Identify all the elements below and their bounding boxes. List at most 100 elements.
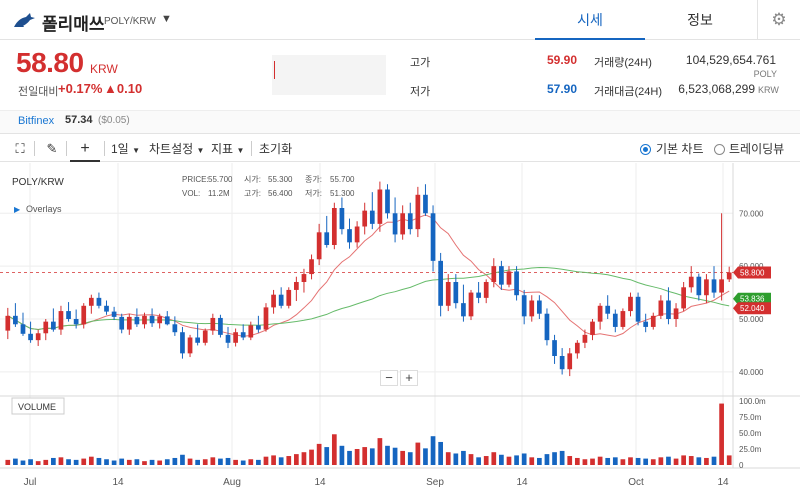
candle-body: [331, 208, 337, 245]
crosshair-icon[interactable]: +: [70, 136, 100, 162]
basic-chart-label[interactable]: 기본 차트: [656, 142, 704, 156]
candle-body: [271, 294, 276, 308]
volume-bar: [635, 457, 641, 465]
chevron-down-icon: ▼: [236, 146, 245, 155]
zoom-out-button[interactable]: −: [380, 370, 398, 386]
candle-body: [294, 282, 299, 290]
high-value: 59.90: [546, 53, 577, 67]
candle-body: [248, 325, 254, 338]
volume-bar: [620, 459, 626, 465]
candle-body: [149, 315, 155, 324]
candle-body: [111, 311, 117, 317]
volume-tick-label: 25.0m: [739, 445, 762, 454]
candle-body: [377, 189, 383, 224]
volume-bar: [58, 457, 64, 465]
candle-body: [81, 305, 87, 325]
candle-body: [58, 311, 64, 330]
volume-bar: [180, 454, 185, 465]
candle-body: [225, 334, 231, 343]
volume-bar: [96, 457, 102, 465]
y-tick-label: 70.000: [739, 209, 764, 218]
candle-body: [210, 317, 216, 331]
candle-body: [658, 300, 664, 316]
basic-chart-radio[interactable]: [640, 144, 651, 155]
volume-bar: [483, 456, 489, 465]
volume-bar: [597, 456, 603, 465]
volume-bar: [20, 460, 26, 465]
toolbar-divider: [251, 141, 252, 156]
candle-body: [673, 308, 679, 319]
volume-bar: [468, 454, 474, 465]
volume-bar: [256, 459, 261, 465]
draw-pencil-icon[interactable]: ✎: [46, 141, 58, 156]
volume-bar: [537, 457, 542, 465]
chart-settings-menu[interactable]: 차트설정 ▼: [149, 136, 204, 162]
volume-bar: [377, 438, 383, 465]
settings-button[interactable]: ⚙: [757, 0, 800, 40]
candle-body: [476, 292, 481, 298]
volume-tick-label: 75.0m: [739, 413, 762, 422]
volume-bar: [423, 448, 428, 465]
price-chart[interactable]: Jul14Aug14Sep14Oct1470.00060.00050.00040…: [0, 163, 800, 501]
volume-bar: [126, 459, 132, 465]
volume-bar: [331, 434, 337, 465]
volume-bar: [612, 457, 618, 465]
volume-bar: [506, 456, 512, 465]
legend-close-label: 종가:: [305, 175, 322, 184]
price-tag-label: 53.836: [740, 295, 765, 304]
volume-bar: [278, 457, 284, 465]
x-tick-label: 14: [314, 477, 326, 488]
candle-body: [339, 208, 345, 230]
mini-chart: [272, 55, 386, 95]
indicators-menu[interactable]: 지표 ▼: [211, 136, 244, 162]
reset-button[interactable]: 초기화: [259, 142, 293, 156]
volume-bar: [392, 447, 398, 465]
candle-body: [430, 213, 436, 261]
volume-bar: [134, 459, 140, 465]
candle-body: [643, 321, 649, 327]
tradingview-radio[interactable]: [714, 144, 725, 155]
x-tick-label: Aug: [223, 477, 241, 488]
x-tick-label: Sep: [426, 477, 444, 488]
candle-body: [51, 321, 56, 330]
volume-bar: [187, 458, 193, 465]
interval-select[interactable]: 1일 ▼: [111, 136, 140, 162]
tradingview-label[interactable]: 트레이딩뷰: [729, 142, 785, 156]
zoom-in-button[interactable]: +: [400, 370, 418, 386]
volume-bar: [415, 442, 421, 465]
tab-price[interactable]: 시세: [535, 0, 645, 40]
pair-dropdown-caret-icon[interactable]: ▼: [161, 13, 172, 25]
candle-body: [605, 305, 611, 314]
volume-bar: [66, 459, 71, 465]
candle-body: [180, 332, 185, 354]
candle-body: [468, 292, 474, 317]
toolbar-divider: [104, 141, 105, 156]
exchange-price: 57.34: [65, 114, 93, 126]
candle-body: [696, 276, 702, 296]
legend-vol: 11.2M: [208, 189, 230, 198]
volume-bar: [681, 455, 686, 465]
coin-pair[interactable]: POLY/KRW: [104, 16, 156, 27]
toolbar-divider: [66, 141, 67, 156]
fullscreen-icon[interactable]: ⛶: [15, 141, 25, 156]
candle-body: [324, 232, 330, 245]
candle-body: [506, 271, 512, 285]
candle-body: [66, 311, 71, 319]
overlays-label[interactable]: Overlays: [26, 204, 62, 214]
candle-body: [400, 213, 406, 235]
candle-body: [195, 337, 200, 343]
tab-info[interactable]: 정보: [687, 12, 713, 28]
candle-body: [392, 213, 398, 235]
candle-body: [552, 340, 557, 356]
overlays-toggle-icon[interactable]: ▶: [14, 205, 21, 214]
candle-body: [499, 266, 504, 285]
candle-body: [172, 324, 178, 333]
volume-bar: [673, 458, 679, 465]
x-tick-label: 14: [112, 477, 124, 488]
volume-bar: [590, 458, 595, 465]
volume-bar: [650, 459, 656, 465]
volume-bar: [294, 454, 299, 465]
exchange-name[interactable]: Bitfinex: [18, 115, 55, 127]
legend-price-label: PRICE:: [182, 175, 209, 184]
volume-bar: [491, 452, 497, 465]
